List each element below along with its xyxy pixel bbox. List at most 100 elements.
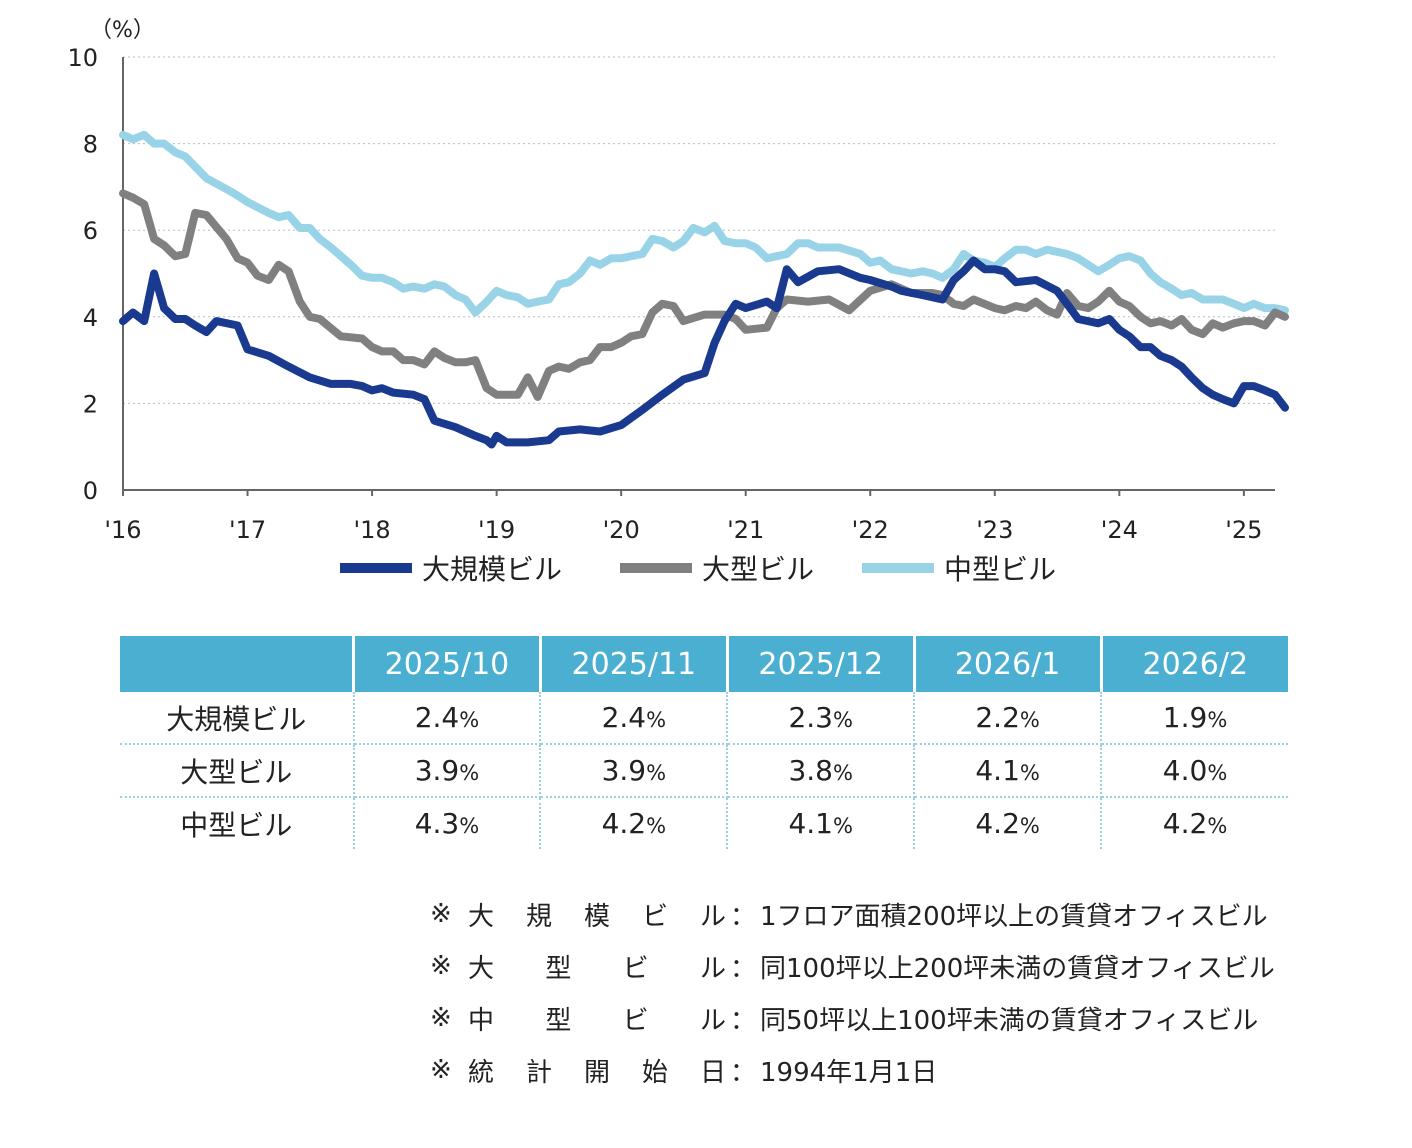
legend-swatch (862, 563, 934, 573)
table-cell: 4.2% (1101, 797, 1288, 849)
footnote-colon: ： (729, 901, 756, 932)
y-tick-label: 0 (83, 477, 98, 505)
footnote-label-char: 大 (468, 901, 495, 932)
footnote-description: 同50坪以上100坪未満の賃貸オフィスビル (760, 1005, 1259, 1036)
table-header-cell: 2025/12 (727, 636, 916, 692)
table-cell: 4.0% (1101, 744, 1288, 798)
footnote-row: ※ 大規模ビル： 1フロア面積200坪以上の賃貸オフィスビル (430, 888, 1275, 940)
y-axis-unit-label: （%） (90, 18, 155, 43)
x-tick-label: '19 (478, 516, 515, 544)
footnote-row: ※ 統計開始日： 1994年1月1日 (430, 1044, 1275, 1096)
table-row: 大規模ビル 2.4% 2.4% 2.3% 2.2% 1.9% (120, 692, 1288, 745)
footnote-description: 1994年1月1日 (760, 1057, 938, 1088)
footnote-label-char: 模 (583, 901, 610, 932)
vacancy-rate-table: 2025/10 2025/11 2025/12 2026/1 2026/2 大規… (120, 636, 1288, 849)
vacancy-rate-line-chart: 0 2 4 6 8 10 '16 '17 '18 '19 '20 '21 '22 '23 '24 '25 (67, 44, 1289, 544)
percent-sign: % (459, 761, 480, 785)
cell-value: 4.2 (1162, 807, 1208, 840)
series-line (119, 256, 1289, 449)
legend-item: 大型ビル (620, 548, 814, 588)
legend-label: 大規模ビル (422, 553, 563, 586)
series-line (119, 130, 1289, 317)
table-cell: 1.9% (1101, 692, 1288, 745)
footnote-row: ※ 中 型 ビ ル：同50坪以上100坪未満の賃貸オフィスビル (430, 992, 1275, 1044)
table-cell: 2.3% (727, 692, 916, 745)
cell-value: 2.4 (601, 701, 647, 734)
table-header-cell: 2025/11 (540, 636, 729, 692)
table-cell: 4.2% (914, 797, 1103, 849)
percent-sign: % (1207, 814, 1228, 838)
table-row: 大型ビル 3.9% 3.9% 3.8% 4.1% 4.0% (120, 744, 1288, 798)
x-tick-label: '22 (852, 516, 889, 544)
legend-item: 大規模ビル (340, 548, 562, 588)
cell-value: 4.3 (414, 807, 460, 840)
percent-sign: % (1019, 761, 1040, 785)
table-row: 中型ビル 4.3% 4.2% 4.1% 4.2% 4.2% (120, 797, 1288, 849)
y-tick-label: 4 (83, 304, 98, 332)
footnote-label-char: 規 (525, 901, 552, 932)
x-tick-label: '21 (727, 516, 764, 544)
cell-value: 3.8 (788, 754, 833, 787)
cell-value: 2.3 (788, 701, 833, 734)
footnote-label-char: 統 (468, 1057, 495, 1088)
cell-value: 3.9 (414, 754, 460, 787)
percent-sign: % (646, 708, 667, 732)
footnote-colon: ： (729, 953, 756, 984)
footnote-colon: ： (729, 1005, 756, 1036)
footnote-label-char: 始 (641, 1057, 668, 1088)
cell-value: 1.9 (1162, 701, 1208, 734)
footnote-row: ※ 大 型 ビ ル：同100坪以上200坪未満の賃貸オフィスビル (430, 940, 1275, 992)
footnote-label-char: 計 (525, 1057, 552, 1088)
percent-sign: % (459, 708, 480, 732)
percent-sign: % (1207, 708, 1228, 732)
row-label: 中型ビル (120, 797, 355, 849)
footnote-label-char: ビ (622, 953, 649, 984)
footnote-description: 同100坪以上200坪未満の賃貸オフィスビル (760, 953, 1275, 984)
footnote-label-char: ル (699, 901, 726, 932)
y-tick-label: 10 (67, 44, 98, 72)
table-header-cell (120, 636, 355, 692)
row-label: 大規模ビル (120, 692, 355, 745)
percent-sign: % (833, 708, 853, 732)
x-tick-label: '18 (354, 516, 391, 544)
x-tick-label: '16 (104, 516, 141, 544)
footnote-label-char: ビ (622, 1005, 649, 1036)
cell-value: 4.0 (1162, 754, 1208, 787)
cell-value: 4.1 (975, 754, 1020, 787)
footnote-mark: ※ (430, 899, 452, 929)
table-cell: 2.4% (540, 692, 729, 745)
legend-item: 中型ビル (862, 548, 1056, 588)
table-header-cell: 2025/10 (353, 636, 542, 692)
x-tick-label: '17 (229, 516, 266, 544)
legend-swatch (340, 563, 412, 573)
y-tick-label: 6 (83, 217, 98, 245)
table-cell: 3.8% (727, 744, 916, 798)
footnote-label-char: 日 (699, 1057, 726, 1088)
percent-sign: % (833, 814, 853, 838)
footnote-label: 大規模ビル (468, 896, 726, 933)
table-cell: 4.2% (540, 797, 729, 849)
footnote-label-char: 中 (468, 1005, 495, 1036)
percent-sign: % (646, 761, 667, 785)
table-cell: 2.4% (353, 692, 542, 745)
footnote-label-char: 型 (545, 953, 572, 984)
table-header-row: 2025/10 2025/11 2025/12 2026/1 2026/2 (120, 636, 1288, 692)
cell-value: 4.2 (601, 807, 647, 840)
footnote-label: 中型ビル (468, 1000, 726, 1037)
footnote-colon: ： (729, 1057, 756, 1088)
table-cell: 4.3% (353, 797, 542, 849)
cell-value: 3.9 (601, 754, 647, 787)
percent-sign: % (459, 814, 480, 838)
footnote-label-char: ビ (641, 901, 668, 932)
table-header-cell: 2026/2 (1101, 636, 1288, 692)
cell-value: 2.4 (414, 701, 460, 734)
footnotes: ※ 大規模ビル： 1フロア面積200坪以上の賃貸オフィスビル ※ 大型ビル：同100坪以… (430, 888, 1275, 1096)
x-tick-label: '20 (603, 516, 640, 544)
row-label: 大型ビル (120, 744, 355, 798)
footnote-mark: ※ (430, 1003, 452, 1033)
table-cell: 2.2% (914, 692, 1103, 745)
footnote-description: 1フロア面積200坪以上の賃貸オフィスビル (760, 901, 1268, 932)
percent-sign: % (833, 761, 853, 785)
footnote-label: 大型ビル (468, 948, 726, 985)
legend-label: 大型ビル (702, 553, 815, 586)
